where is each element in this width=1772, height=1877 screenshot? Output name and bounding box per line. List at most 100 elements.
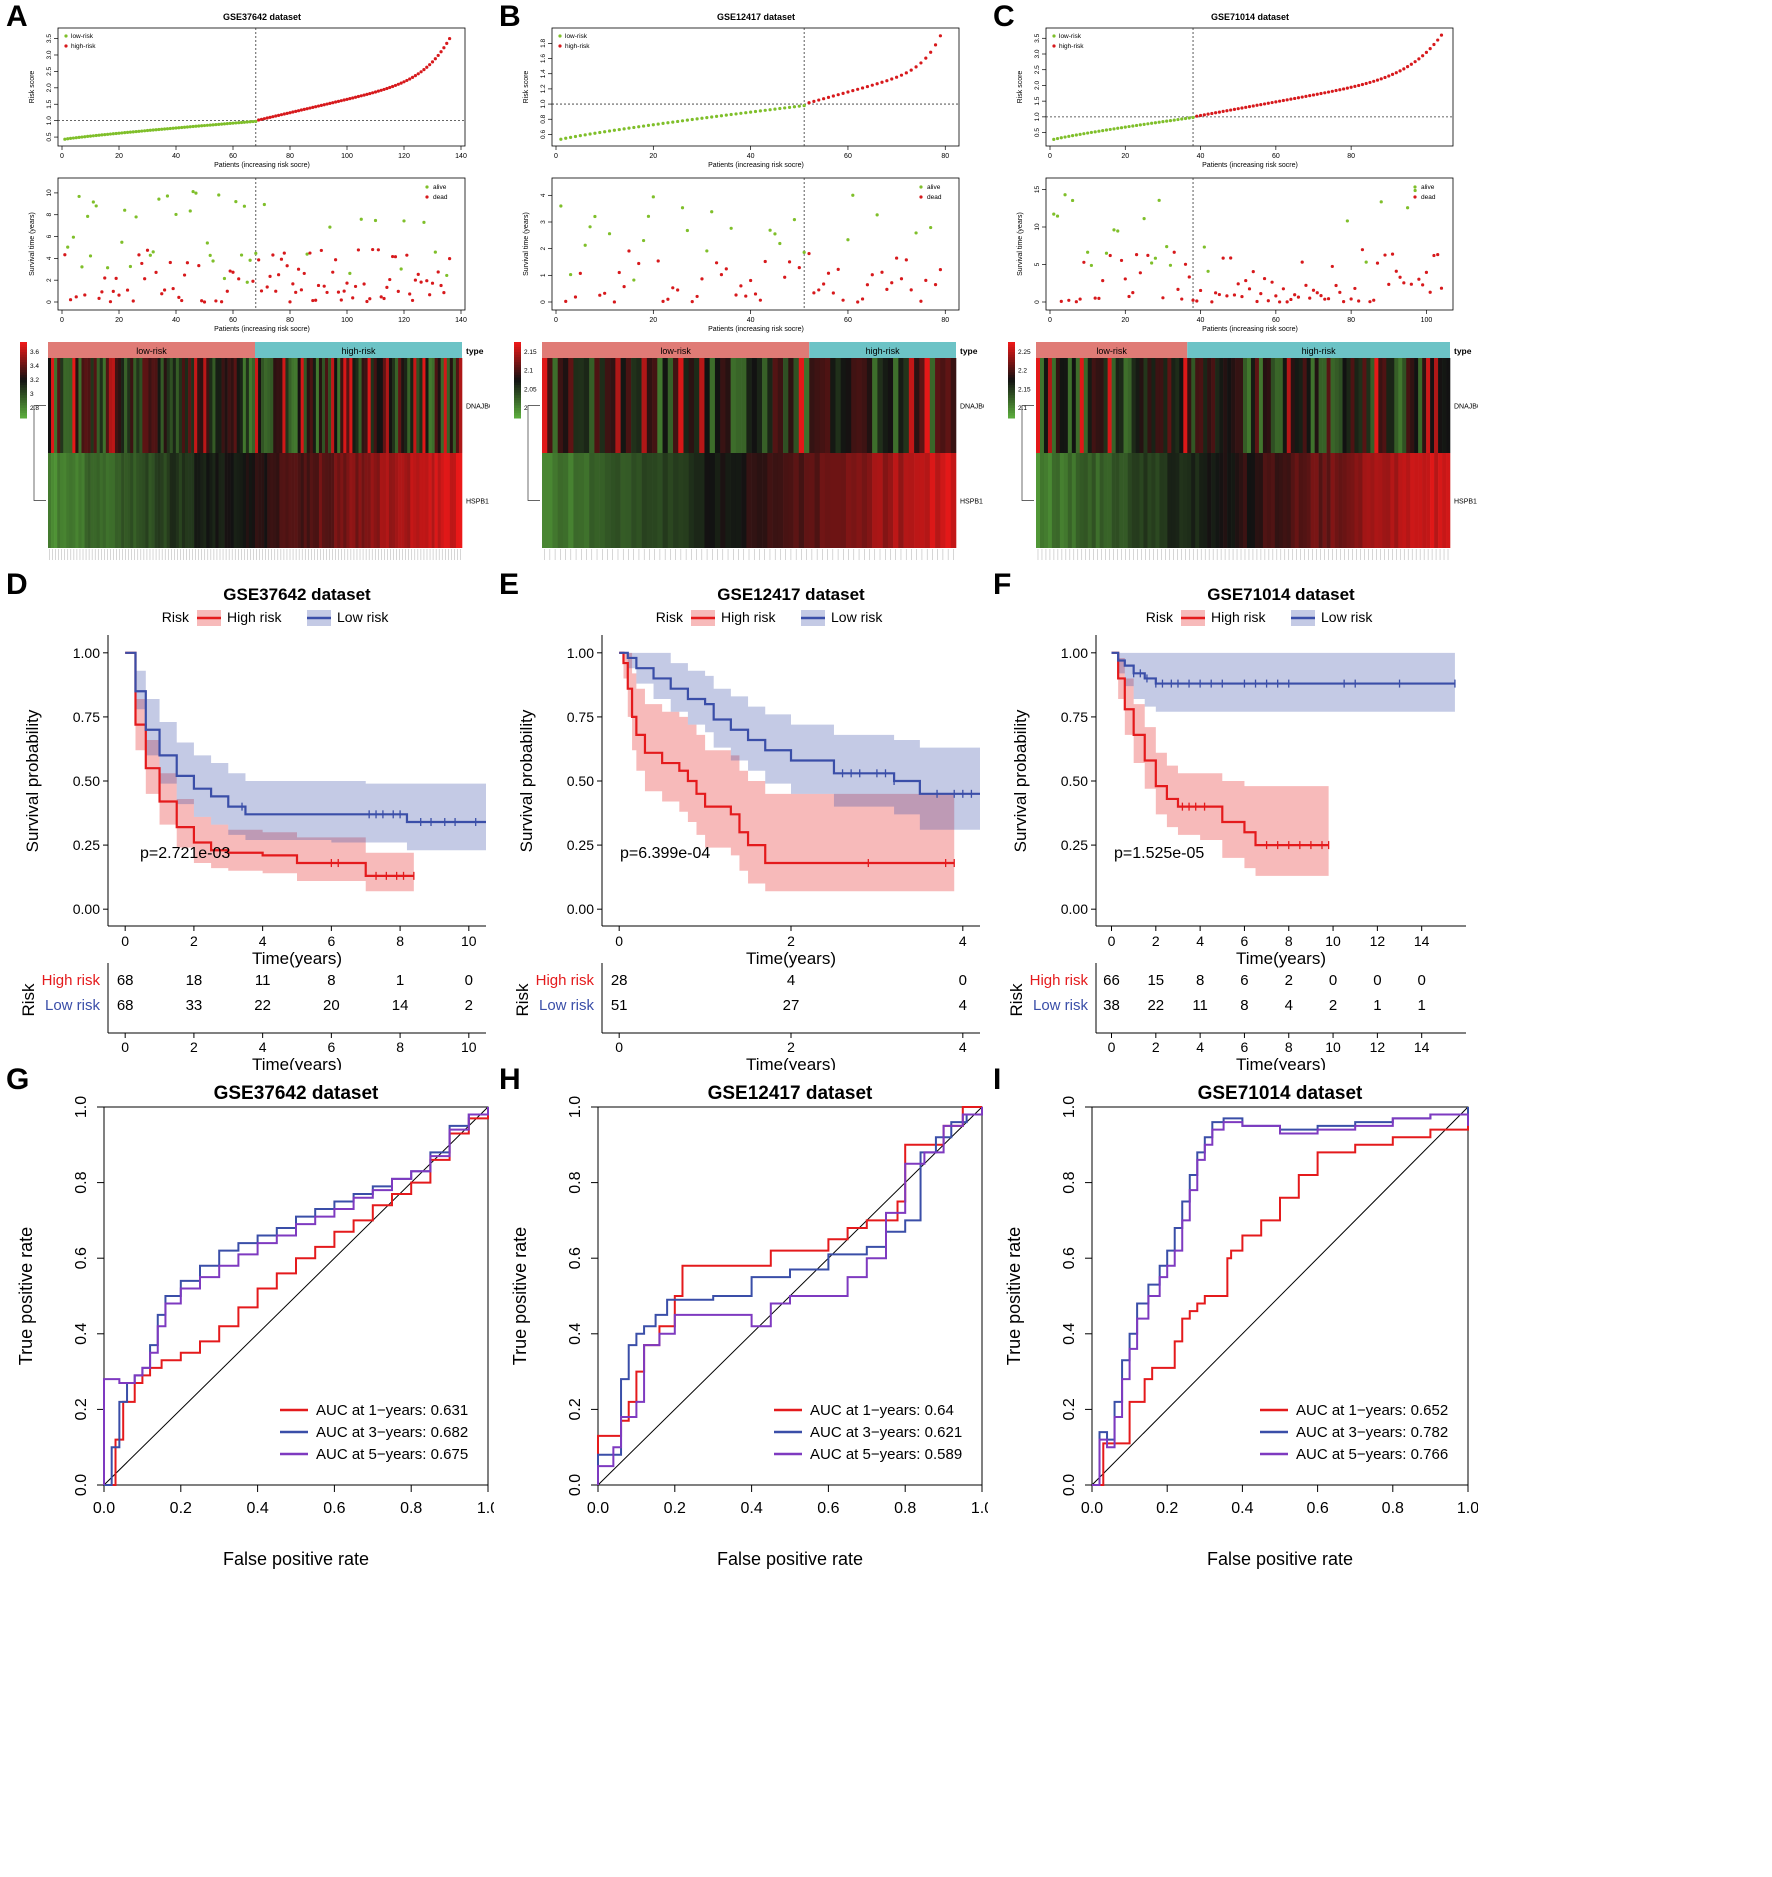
heatmap-cell-hspb1	[568, 453, 574, 548]
low-risk-point	[646, 123, 651, 128]
low-risk-point	[205, 123, 209, 127]
color-scale-segment	[1008, 344, 1015, 348]
legend-high-risk-label: high-risk	[71, 43, 96, 50]
km-x-tick-label: 4	[959, 933, 967, 949]
risk-table-count: 0	[1418, 972, 1426, 989]
low-risk-point	[1112, 127, 1116, 131]
heatmap-cell-dnajb6	[358, 358, 362, 453]
low-risk-point	[1172, 118, 1176, 122]
alive-point	[914, 231, 918, 235]
legend-low-risk-label: low-risk	[71, 33, 94, 40]
heatmap-cell-hspb1	[431, 453, 435, 548]
high-risk-point	[1285, 98, 1289, 102]
heatmap-cell-dnajb6	[370, 358, 375, 453]
high-risk-point	[328, 101, 332, 105]
panel-label-f: F	[993, 568, 1012, 601]
heatmap-cell-dnajb6	[121, 358, 125, 453]
heatmap-cell-dnajb6	[440, 358, 445, 453]
low-risk-point	[603, 130, 607, 134]
heatmap-cell-dnajb6	[1306, 358, 1311, 453]
high-risk-point	[1198, 113, 1203, 118]
dead-point	[154, 270, 158, 274]
km-y-tick-label: 0.00	[1061, 901, 1088, 917]
high-risk-point	[1214, 111, 1218, 115]
alive-point	[568, 272, 573, 277]
heatmap-cell-dnajb6	[340, 358, 344, 453]
risk-x-axis-label: Patients (increasing risk socre)	[1202, 162, 1298, 169]
high-risk-point	[302, 107, 306, 111]
high-risk-point	[382, 87, 386, 92]
heatmap-cell-dnajb6	[267, 358, 271, 453]
dead-point	[1338, 290, 1342, 294]
roc-x-tick-label: 0.8	[400, 1500, 422, 1517]
color-scale-segment	[514, 385, 521, 389]
surv-x-tick-label: 100	[1421, 317, 1433, 324]
km-panel-f: GSE71014 dataset Risk High risk Low risk 0.0…	[988, 570, 1478, 1070]
heatmap-cell-hspb1	[401, 453, 405, 548]
color-scale-segment	[1008, 352, 1015, 356]
dead-point	[145, 248, 150, 252]
high-risk-point	[311, 105, 315, 109]
heatmap-cell-hspb1	[1414, 453, 1419, 548]
low-risk-point	[714, 114, 719, 118]
color-scale-segment	[514, 362, 521, 366]
heatmap-cell-hspb1	[1290, 453, 1296, 548]
alive-point	[802, 250, 806, 254]
heatmap-cell-dnajb6	[751, 358, 758, 453]
heatmap-cell-hspb1	[940, 453, 946, 548]
heatmap-cell-dnajb6	[1330, 358, 1335, 453]
heatmap-cell-dnajb6	[1043, 358, 1049, 453]
color-scale-segment	[20, 415, 27, 419]
roc-x-tick-label: 0.0	[1081, 1500, 1103, 1517]
high-risk-point	[1387, 74, 1391, 78]
risk-table-count: 22	[1147, 997, 1164, 1014]
heatmap-cell-hspb1	[172, 453, 177, 548]
heatmap-cell-hspb1	[264, 453, 268, 548]
heatmap-cell-dnajb6	[93, 358, 98, 453]
color-scale-segment	[20, 374, 27, 378]
heatmap-cell-dnajb6	[720, 358, 726, 453]
low-risk-point	[1153, 121, 1157, 125]
risk-table-count: 68	[117, 972, 134, 989]
km-x-axis-label: Time(years)	[746, 949, 836, 968]
risk-table-count: 38	[1103, 997, 1120, 1014]
low-risk-point	[719, 114, 724, 118]
heatmap-cell-dnajb6	[300, 358, 305, 453]
risk-plot-frame	[57, 27, 466, 147]
color-scale-tick-label: 3.6	[30, 349, 39, 356]
heatmap-cell-dnajb6	[200, 358, 204, 453]
heatmap-cell-dnajb6	[1246, 358, 1252, 453]
high-risk-point	[924, 56, 928, 60]
heatmap-cell-hspb1	[404, 453, 408, 548]
low-risk-point	[1127, 124, 1131, 129]
heatmap-cell-hspb1	[1318, 453, 1323, 548]
risk-table-count: 33	[186, 997, 203, 1014]
risk-y-tick-label: 3.5	[1034, 33, 1041, 42]
high-risk-point	[1428, 47, 1432, 51]
dead-point	[396, 289, 400, 293]
alive-point	[217, 193, 221, 197]
heatmap-cell-dnajb6	[714, 358, 721, 453]
heatmap-cell-dnajb6	[294, 358, 298, 453]
heatmap-cell-hspb1	[599, 453, 606, 548]
risk-x-tick-label: 20	[1121, 153, 1129, 160]
alive-point	[205, 241, 209, 245]
heatmap-cell-hspb1	[124, 453, 128, 548]
heatmap-cell-dnajb6	[178, 358, 183, 453]
dead-point	[622, 285, 626, 289]
dead-point	[1383, 253, 1387, 257]
heatmap-cell-dnajb6	[699, 358, 705, 453]
surv-y-axis-label: Survival time (years)	[523, 212, 530, 276]
heatmap-cell-hspb1	[1438, 453, 1443, 548]
heatmap-cell-hspb1	[945, 453, 952, 548]
low-risk-point	[171, 126, 175, 130]
dead-point	[439, 283, 443, 288]
alive-point	[1142, 217, 1146, 221]
high-risk-point	[413, 74, 417, 78]
low-risk-point	[200, 124, 204, 128]
low-risk-point	[1119, 126, 1124, 130]
km-legend-low-label: Low risk	[337, 609, 389, 625]
high-risk-point	[1262, 102, 1267, 106]
heatmap-cell-hspb1	[914, 453, 920, 548]
